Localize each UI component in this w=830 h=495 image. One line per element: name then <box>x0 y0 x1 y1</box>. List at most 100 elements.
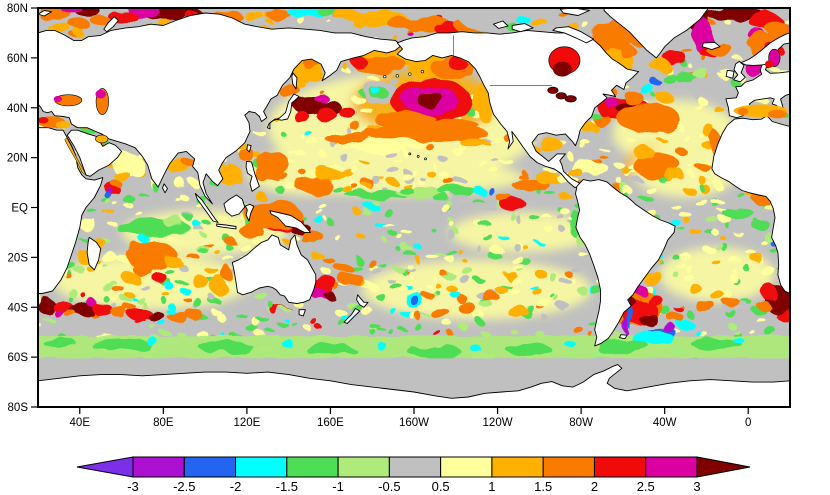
map-frame-rect <box>37 7 791 408</box>
anomaly-region <box>633 146 655 159</box>
anomaly-region <box>210 274 225 295</box>
anomaly-region <box>110 178 121 187</box>
anomaly-region <box>38 298 56 314</box>
anomaly-region <box>338 107 356 118</box>
anomaly-region <box>374 112 437 128</box>
anomaly-region <box>282 341 295 349</box>
map-frame <box>37 7 791 408</box>
landmass-sulawesi <box>244 203 255 222</box>
anomaly-region <box>593 114 611 127</box>
land-layer <box>38 8 790 407</box>
anomaly-region <box>325 292 336 300</box>
anomaly-region <box>677 319 694 330</box>
aleutian-island-dot <box>420 69 424 74</box>
anomaly-region <box>130 259 154 275</box>
anomaly-region <box>696 301 717 314</box>
hawaii-island-dot <box>408 152 412 156</box>
landmass-nz-north <box>356 294 369 308</box>
anomaly-region <box>651 79 662 87</box>
anomaly-region <box>305 343 356 356</box>
anomaly-region <box>495 193 513 202</box>
anomaly-region <box>61 8 82 13</box>
anomaly-region <box>151 272 167 283</box>
anomaly-region <box>90 15 112 26</box>
anomaly-region <box>198 340 254 354</box>
anomaly-region <box>311 289 329 300</box>
colorbar-segment <box>542 456 595 478</box>
landmass-s-america <box>575 179 676 347</box>
landmass-iceland <box>701 41 721 51</box>
anomaly-region <box>437 185 475 195</box>
water-red-sea <box>64 137 87 176</box>
anomaly-region <box>146 338 160 346</box>
anomaly-region <box>691 67 709 78</box>
anomaly-region <box>723 297 740 308</box>
anomaly-region <box>265 9 291 20</box>
landmass-australia <box>231 234 317 304</box>
colorbar-legend: -3 -2.5 -2 -1.5 -1 -0.5 0.5 1 1.5 2 2.5 3 <box>76 456 751 494</box>
colorbar-boundary-label: -2.5 <box>173 479 195 494</box>
colorbar-boundary-label: 0.5 <box>432 479 450 494</box>
lat-tick-label: EQ <box>11 203 28 215</box>
colorbar-right-arrow <box>696 456 751 478</box>
inland-water-layer <box>38 46 788 176</box>
anomaly-region <box>238 148 256 162</box>
anomaly-region <box>604 97 617 106</box>
landmass-taiwan <box>246 144 252 153</box>
anomaly-region <box>163 217 185 228</box>
landmass-victoria-i <box>511 23 534 33</box>
colorbar-segment <box>337 456 390 478</box>
anomaly-region <box>192 276 210 289</box>
colorbar-segment <box>132 456 185 478</box>
landmass-sumatra <box>194 193 219 223</box>
anomaly-region <box>351 57 369 68</box>
aleutian-island-dot <box>395 74 399 78</box>
anomaly-region <box>338 272 364 288</box>
anomaly-region <box>700 8 763 20</box>
anomaly-region <box>661 323 677 331</box>
anomaly-region <box>294 176 333 194</box>
landmass-eurasia <box>38 12 402 205</box>
colorbar-segment <box>183 456 237 478</box>
anomaly-region <box>123 303 137 311</box>
lon-tick-label: 120E <box>233 417 260 429</box>
water-caspian-north <box>95 89 106 99</box>
water-black-sea-west <box>53 95 63 103</box>
anomaly-region <box>334 262 352 273</box>
anomaly-region <box>87 299 98 308</box>
lat-tick-label: 40N <box>7 103 28 115</box>
colorbar-segment <box>440 456 493 478</box>
colorbar-segment <box>645 456 698 478</box>
anomaly-region <box>75 8 101 17</box>
lon-tick-label: 40E <box>70 417 91 429</box>
landmass-tasmania <box>298 309 306 317</box>
anomaly-region <box>53 309 65 318</box>
anomaly-region <box>751 220 771 230</box>
anomaly-field <box>53 254 253 310</box>
anomaly-region <box>310 274 338 295</box>
anomaly-region <box>303 231 325 244</box>
anomaly-region <box>732 336 743 344</box>
anomaly-region <box>218 163 242 187</box>
anomaly-region <box>315 168 345 182</box>
lat-tick-label: 20N <box>7 153 28 165</box>
lat-tick-label: 40S <box>8 302 29 314</box>
landmass-philippines <box>245 160 260 192</box>
anomaly-region <box>448 58 468 70</box>
anomaly-region <box>186 309 204 320</box>
anomaly-region <box>315 109 337 122</box>
water-alboran <box>737 107 749 116</box>
landmass-greenland <box>603 8 709 59</box>
water-mediterranean-central <box>768 109 787 119</box>
colorbar-segment <box>388 456 442 478</box>
anomaly-region <box>691 338 743 351</box>
anomaly-region <box>581 122 598 133</box>
anomaly-region <box>148 312 166 323</box>
anomaly-region <box>595 339 651 355</box>
anomaly-region <box>515 15 530 23</box>
lat-tick-label: 80N <box>7 3 28 15</box>
landmass-nz-south <box>343 308 361 324</box>
lon-tick-label: 80E <box>153 417 174 429</box>
anomaly-region <box>113 170 130 181</box>
